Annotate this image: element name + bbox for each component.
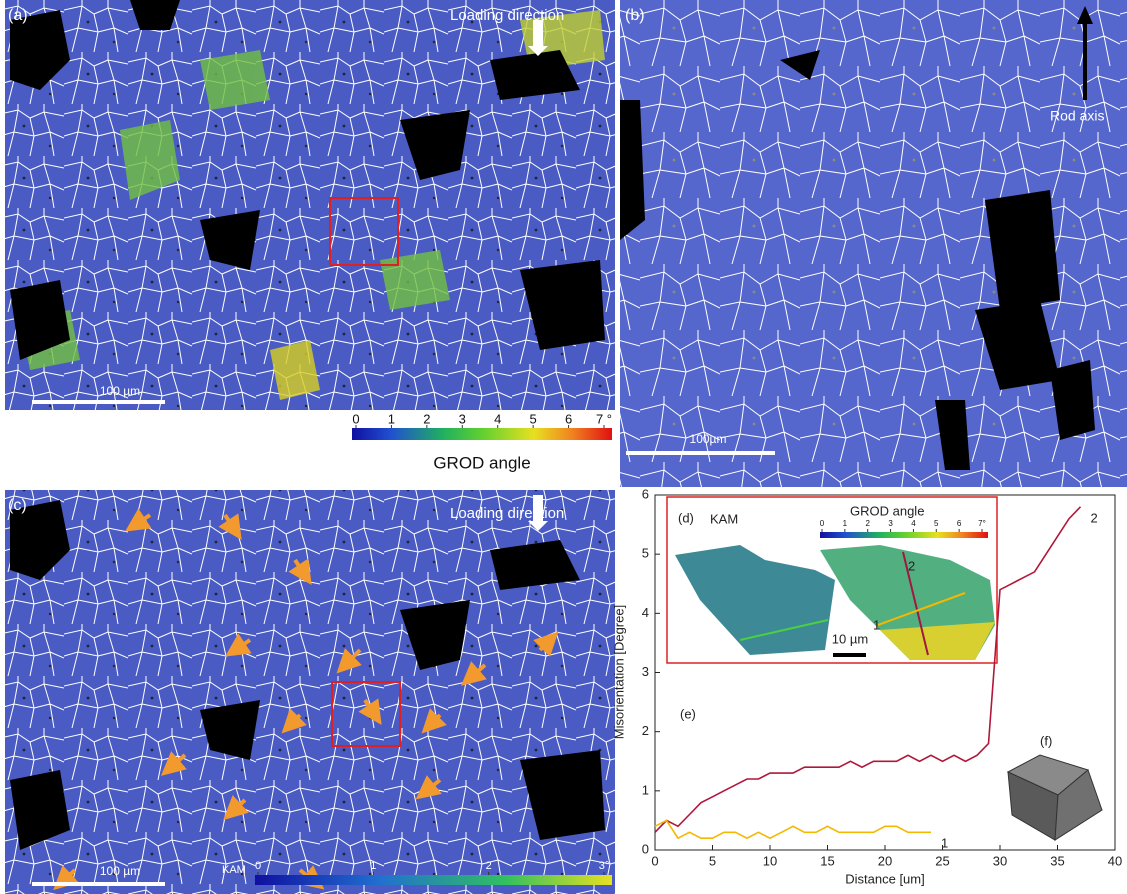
colorbar-tick-label: 2: [865, 519, 870, 528]
y-axis-label: Misorientation [Degree]: [611, 605, 626, 739]
series-line: [654, 506, 1082, 833]
arrows: [53, 508, 559, 891]
scale-bar-label: 100 µm: [100, 864, 140, 878]
panel-a: (a) Loading direction 100 µm GROD angle: [5, 0, 615, 472]
kam-boundary: [739, 619, 829, 641]
x-tick-label: 5: [709, 853, 716, 868]
x-tick-label: 15: [820, 853, 834, 868]
grod-high: [880, 622, 995, 660]
cube-f: [1006, 754, 1103, 841]
x-axis-label: Distance [um]: [845, 871, 924, 886]
load-arrow: [528, 495, 548, 531]
colorbar: [352, 428, 612, 440]
colorbar-tick-label: 4: [911, 519, 916, 528]
x-tick-label: 25: [935, 853, 949, 868]
pores: [10, 500, 605, 850]
scale-bar-label: 10 µm: [832, 631, 868, 646]
colorbar-tick-label: 0: [820, 519, 825, 528]
load-arrow: [528, 20, 548, 56]
colorbar-tick-label: 1: [843, 519, 848, 528]
profile-label: 2: [908, 558, 915, 573]
rod-arrow-head: [1077, 6, 1093, 24]
colorbar-tick-label: 7 °: [596, 411, 612, 426]
colorbar-tick-label: 3: [459, 411, 466, 426]
colorbar-tick-label: 5: [530, 411, 537, 426]
y-tick-label: 6: [642, 486, 649, 501]
annotation: Rod axis: [1050, 108, 1104, 124]
highlight-box: [331, 681, 401, 747]
inset-d: 2 1 (d) KAM GROD angle 10 µm: [666, 496, 998, 664]
series-label: 1: [941, 836, 948, 851]
panel-label: (c): [8, 497, 27, 514]
panel-label: (d): [678, 510, 694, 525]
colorbar-tick-label: 0: [352, 411, 359, 426]
profile-line-2: [902, 551, 929, 656]
panel-b: (b) Rod axis 100µm: [620, 0, 1127, 487]
y-tick-label: 5: [642, 546, 649, 561]
inset-title: KAM: [710, 511, 738, 526]
colorbar-tick-label: 7°: [978, 519, 986, 528]
colorbar-tick-label: 4: [494, 411, 501, 426]
colorbar-tick-label: 1: [388, 411, 395, 426]
annotation: Loading direction: [450, 505, 564, 522]
x-tick-label: 35: [1050, 853, 1064, 868]
highlight-box: [329, 197, 399, 266]
y-tick-label: 0: [642, 841, 649, 856]
colorbar-tick-label: 6: [957, 519, 962, 528]
x-tick-label: 0: [651, 853, 658, 868]
x-tick-label: 40: [1108, 853, 1122, 868]
inset-colorbar: [820, 532, 988, 538]
panel-label: (b): [625, 7, 645, 24]
x-tick-label: 20: [878, 853, 892, 868]
scale-bar-label: 100µm: [690, 432, 727, 446]
y-tick-label: 4: [642, 605, 649, 620]
colorbar: [255, 875, 612, 885]
annotation: Loading direction: [450, 7, 564, 24]
series-line: [654, 819, 931, 840]
colorbar-title: GROD angle: [433, 453, 530, 472]
profile-line-1: [877, 592, 966, 626]
profile-label: 1: [873, 617, 880, 632]
scale-bar-label: 100 µm: [100, 384, 140, 398]
panel-label: (f): [1040, 733, 1052, 748]
colorbar-title: KAM: [222, 864, 246, 876]
pores: [620, 50, 1095, 470]
colorbar-tick-label: 0: [255, 860, 261, 872]
colorbar-tick-label: 2: [486, 860, 492, 872]
x-tick-label: 10: [763, 853, 777, 868]
colorbar-tick-label: 5: [934, 519, 939, 528]
y-tick-label: 2: [642, 723, 649, 738]
x-tick-label: 30: [993, 853, 1007, 868]
pores: [10, 0, 605, 360]
inset-title: GROD angle: [850, 503, 924, 518]
panel-label: (a): [8, 7, 28, 24]
series-label: 2: [1091, 510, 1098, 525]
y-tick-label: 3: [642, 664, 649, 679]
colorbar-tick-label: 6: [565, 411, 572, 426]
colorbar-tick-label: 1: [370, 860, 376, 872]
panel-label: (e): [680, 706, 696, 721]
panel-e: Misorientation [Degree] Distance [um] (e…: [611, 486, 1122, 886]
colorbar-tick-label: 3°: [599, 860, 610, 872]
colorbar-tick-label: 3: [888, 519, 893, 528]
panel-c: (c) Loading direction 100 µm KAM: [5, 490, 615, 894]
colorbar-tick-label: 2: [423, 411, 430, 426]
y-tick-label: 1: [642, 782, 649, 797]
